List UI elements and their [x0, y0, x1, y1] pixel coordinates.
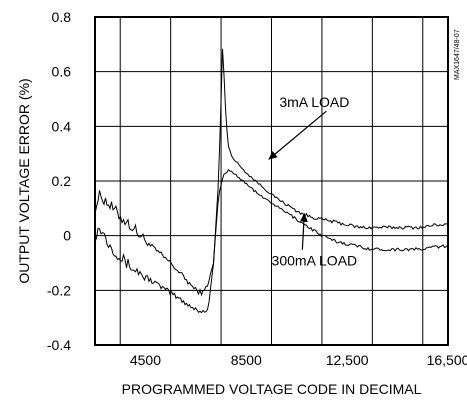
y-tick-label: 0.6	[52, 64, 72, 80]
series-layer	[94, 48, 448, 314]
x-axis-title: PROGRAMMED VOLTAGE CODE IN DECIMAL	[122, 381, 422, 397]
y-tick-label: 0.2	[52, 173, 72, 189]
y-tick-label: 0.8	[52, 9, 72, 25]
annotation-label-1: 300mA LOAD	[272, 253, 358, 269]
annotation-arrow-1	[299, 212, 308, 250]
x-tick-label: 4500	[130, 352, 161, 368]
y-tick-label: -0.2	[47, 282, 71, 298]
series-line-300ma-load	[94, 169, 448, 314]
ticks: -0.4 -0.2 0 0.2 0.4 0.6 0.8 4500 8500 12,500 16,50…	[47, 9, 467, 368]
y-tick-label: 0.4	[52, 118, 72, 134]
figure-id: MAX1647/48-07	[454, 29, 461, 80]
annotations: 3mA LOAD 300mA LOAD	[268, 94, 358, 269]
annotation-label-0: 3mA LOAD	[279, 94, 349, 110]
x-tick-label: 12,500	[326, 352, 369, 368]
y-tick-label: 0	[63, 228, 71, 244]
grid	[95, 17, 448, 345]
series-line-3ma-load	[94, 48, 448, 297]
plot-frame	[94, 16, 449, 346]
x-tick-label: 16,500	[427, 352, 467, 368]
x-tick-label: 8500	[231, 352, 262, 368]
annotation-arrow-0	[268, 110, 327, 160]
y-axis-title: OUTPUT VOLTAGE ERROR (%)	[16, 78, 32, 283]
y-tick-label: -0.4	[47, 337, 71, 353]
